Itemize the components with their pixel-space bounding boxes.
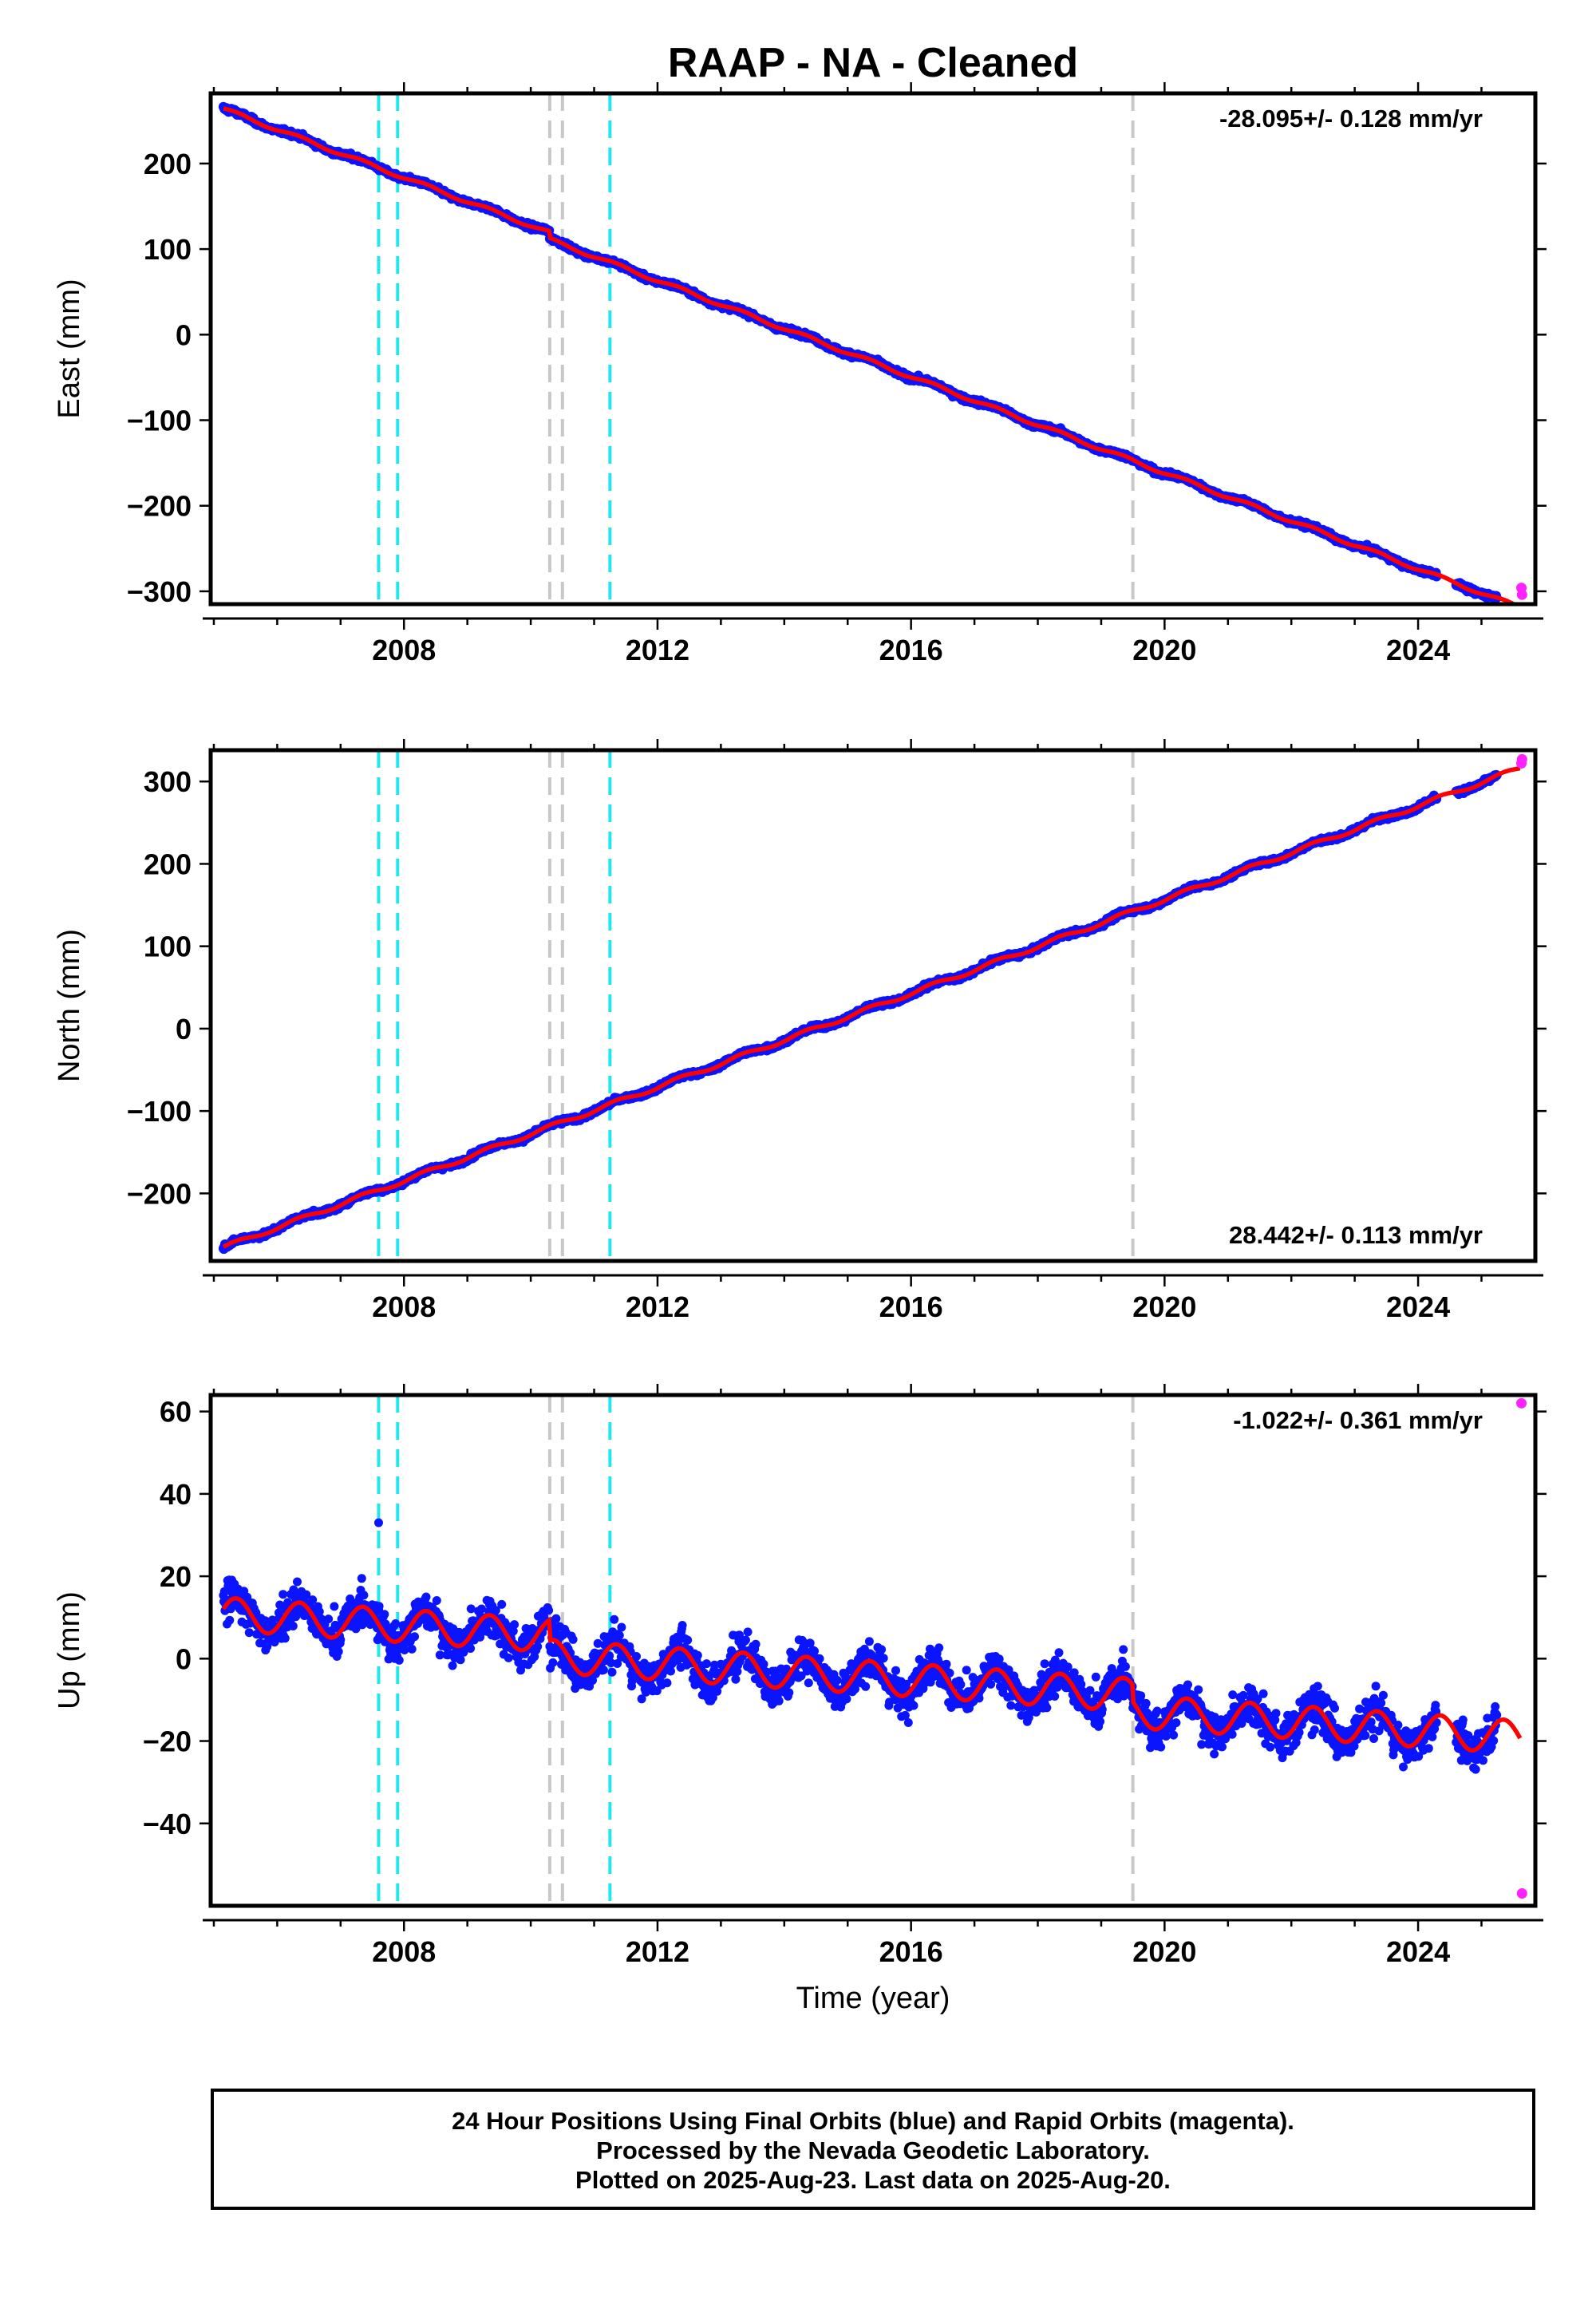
plot-frame <box>208 91 1538 607</box>
event-lines <box>377 750 1135 1261</box>
y-tick-label: 0 <box>176 1013 192 1045</box>
rate-label: -28.095+/- 0.128 mm/yr <box>1219 105 1483 132</box>
x-tick-label: 2020 <box>1132 634 1196 666</box>
x-tick-label: 2016 <box>879 634 943 666</box>
y-tick-label: −300 <box>127 575 192 608</box>
x-tick-label: 2008 <box>372 1290 436 1323</box>
panel-north: 2008 2012 2016 2020 2024 300 200 100 0 −100 −200 No… <box>53 739 1547 1323</box>
rapid-orbit-point <box>1516 589 1527 600</box>
x-tick-label: 2020 <box>1132 1290 1196 1323</box>
y-axis-label: North (mm) <box>53 929 86 1082</box>
data-points <box>219 1518 1502 1774</box>
y-tick-label: −200 <box>127 1177 192 1210</box>
x-tick-label: 2008 <box>372 634 436 666</box>
x-tick-label: 2012 <box>626 634 689 666</box>
y-tick-label: −100 <box>127 1095 192 1128</box>
event-lines <box>377 93 1135 604</box>
x-tick-label: 2024 <box>1386 1290 1450 1323</box>
y-tick-label: 200 <box>144 848 192 880</box>
model-fit-line <box>223 106 1519 604</box>
y-tick-label: −200 <box>127 490 192 523</box>
model-fit-line <box>222 765 1521 1249</box>
data-point <box>225 1615 235 1625</box>
x-tick-label: 2024 <box>1386 634 1450 666</box>
y-tick-label: 100 <box>144 233 192 266</box>
rate-label: 28.442+/- 0.113 mm/yr <box>1229 1221 1483 1249</box>
rapid-orbit-point <box>1516 753 1527 765</box>
data-points <box>218 101 1502 604</box>
x-tick-label: 2012 <box>626 1290 689 1323</box>
x-tick-label: 2016 <box>879 1290 943 1323</box>
y-tick-label: 0 <box>176 318 192 351</box>
y-tick-label: 300 <box>144 765 192 798</box>
chart-title: RAAP - NA - Cleaned <box>668 40 1078 86</box>
y-axis-label: East (mm) <box>53 279 86 418</box>
y-tick-label: 200 <box>144 148 192 180</box>
y-tick-label: −100 <box>127 405 192 437</box>
panel-east: 2008 2012 2016 2020 2024 200 100 0 −100 −200 −300 E… <box>53 82 1547 666</box>
y-tick-label: 100 <box>144 931 192 963</box>
data-point <box>244 1628 254 1638</box>
